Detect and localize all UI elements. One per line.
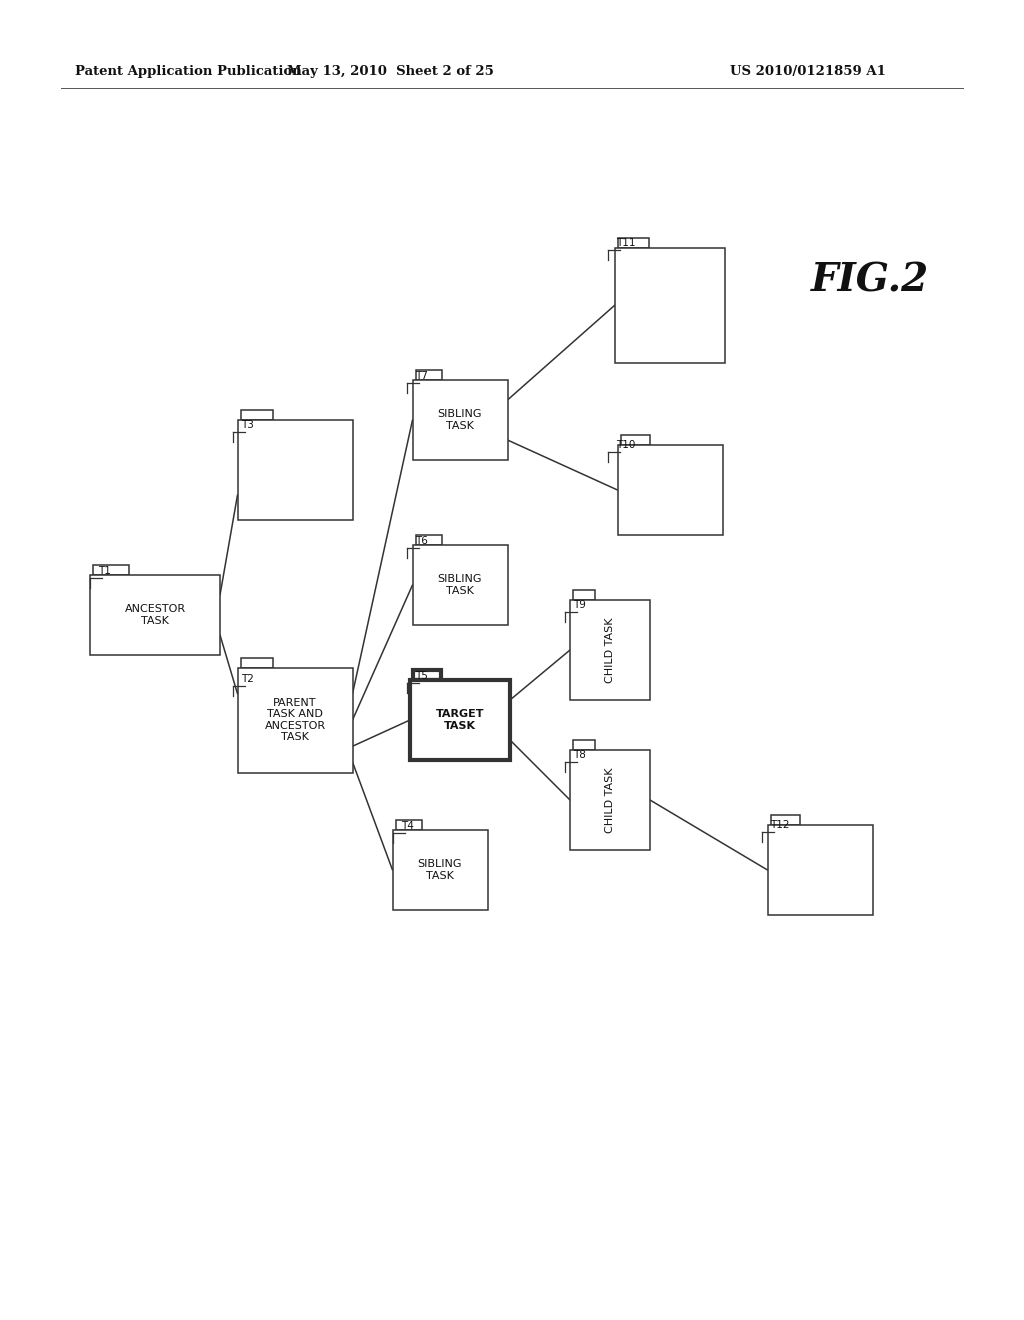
Text: Patent Application Publication: Patent Application Publication (75, 66, 302, 78)
Text: T8: T8 (573, 750, 586, 760)
Text: T7: T7 (415, 371, 428, 381)
Text: T5: T5 (415, 671, 428, 681)
Text: SIBLING
TASK: SIBLING TASK (437, 409, 482, 430)
Bar (90, 576, 220, 655)
Text: T9: T9 (573, 601, 586, 610)
Text: T6: T6 (415, 536, 428, 546)
Bar (621, 436, 650, 445)
Bar (770, 814, 800, 825)
Bar (413, 545, 508, 624)
Text: PARENT
TASK AND
ANCESTOR
TASK: PARENT TASK AND ANCESTOR TASK (264, 697, 326, 742)
Text: SIBLING
TASK: SIBLING TASK (418, 859, 462, 880)
Text: FIG.2: FIG.2 (811, 261, 929, 300)
Bar (410, 680, 510, 760)
Bar (413, 380, 508, 459)
Text: ANCESTOR
TASK: ANCESTOR TASK (125, 605, 185, 626)
Bar (238, 668, 352, 772)
Text: T1: T1 (98, 566, 111, 576)
Text: CHILD TASK: CHILD TASK (605, 618, 615, 682)
Bar (615, 248, 725, 363)
Bar (617, 445, 723, 535)
Bar (573, 590, 595, 601)
Bar (241, 657, 272, 668)
Text: T3: T3 (241, 420, 254, 430)
Text: T11: T11 (616, 238, 636, 248)
Bar (93, 565, 129, 576)
Bar (768, 825, 872, 915)
Text: TARGET
TASK: TARGET TASK (436, 709, 484, 731)
Text: SIBLING
TASK: SIBLING TASK (437, 574, 482, 595)
Bar (392, 830, 487, 909)
Text: T10: T10 (616, 440, 635, 450)
Bar (416, 535, 442, 545)
Text: T2: T2 (241, 675, 254, 684)
Text: T4: T4 (401, 821, 414, 832)
Bar (395, 820, 422, 830)
Bar (618, 238, 649, 248)
Text: May 13, 2010  Sheet 2 of 25: May 13, 2010 Sheet 2 of 25 (287, 66, 494, 78)
Text: CHILD TASK: CHILD TASK (605, 767, 615, 833)
Bar (570, 750, 650, 850)
Text: US 2010/0121859 A1: US 2010/0121859 A1 (730, 66, 886, 78)
Bar (570, 601, 650, 700)
Bar (573, 741, 595, 750)
Text: T12: T12 (770, 820, 790, 830)
Bar (416, 370, 442, 380)
Bar (238, 420, 352, 520)
Bar (413, 671, 441, 680)
Bar (241, 411, 272, 420)
